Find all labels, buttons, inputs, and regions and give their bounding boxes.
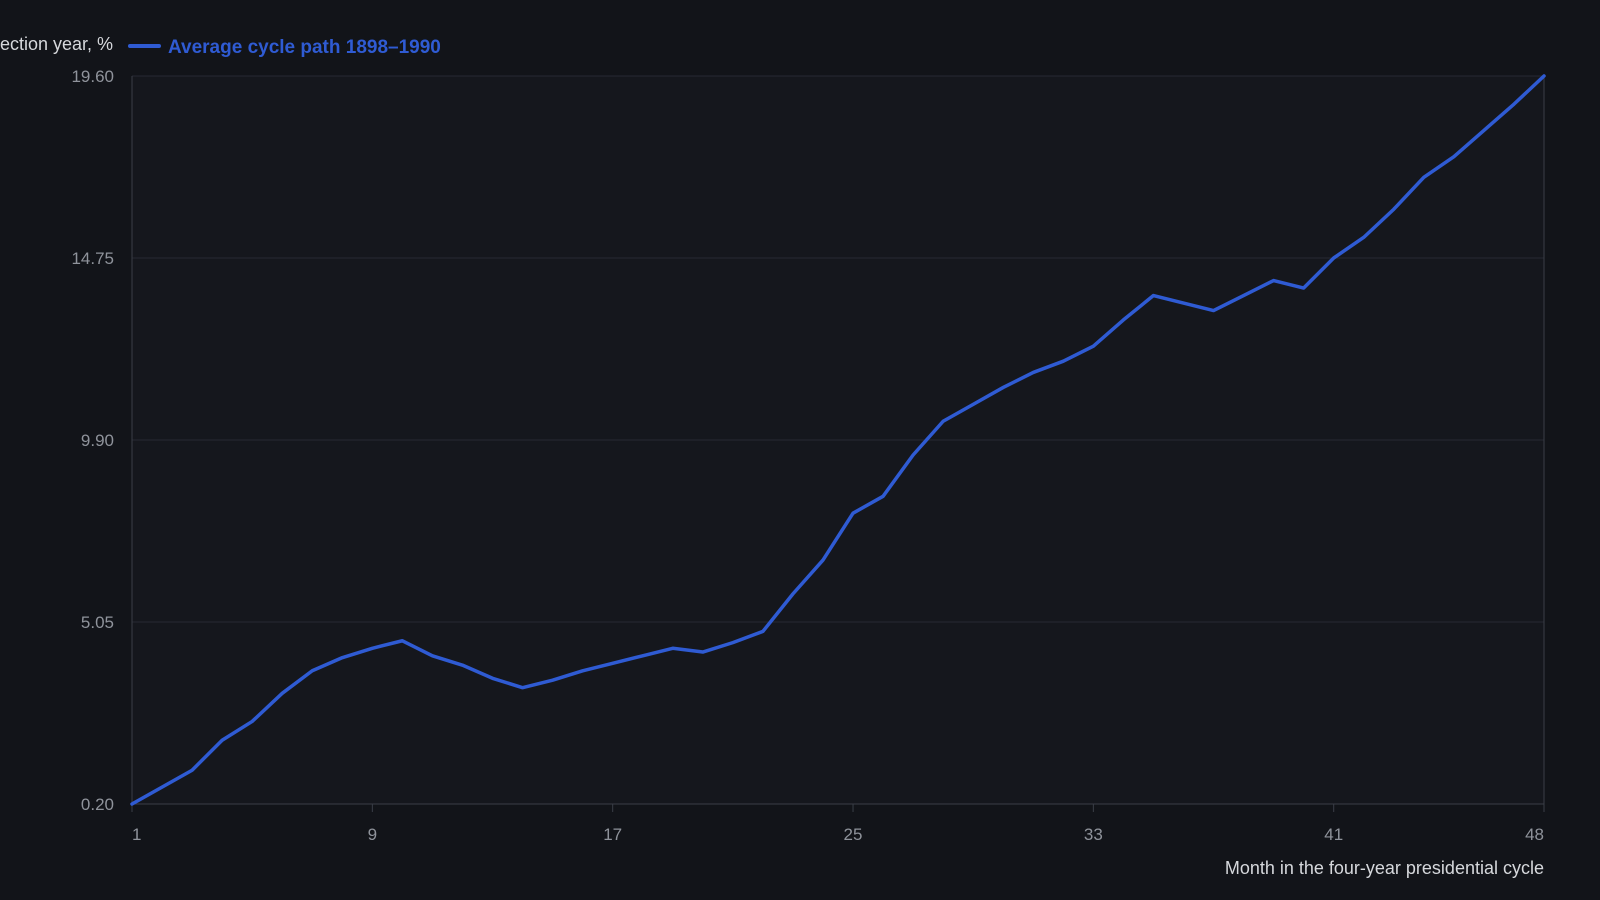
x-tick-label-2: 17 <box>603 825 622 844</box>
y-axis-label: ection year, % <box>0 34 113 54</box>
y-tick-label-4: 19.60 <box>71 67 114 86</box>
y-tick-label-2: 9.90 <box>81 431 114 450</box>
x-tick-label-0: 1 <box>132 825 141 844</box>
x-tick-label-4: 33 <box>1084 825 1103 844</box>
y-tick-label-3: 14.75 <box>71 249 114 268</box>
y-tick-label-1: 5.05 <box>81 613 114 632</box>
legend[interactable]: ection year, % Average cycle path 1898–1… <box>0 34 441 58</box>
x-tick-label-3: 25 <box>844 825 863 844</box>
legend-label-average-cycle-path: Average cycle path 1898–1990 <box>168 37 441 58</box>
series-line-average-cycle-path[interactable] <box>130 74 1546 806</box>
x-axis-ticks: 1 9 17 25 33 41 48 <box>131 804 1545 844</box>
x-tick-label-6: 48 <box>1525 825 1544 844</box>
x-axis-label: Month in the four-year presidential cycl… <box>1225 858 1544 878</box>
x-tick-label-5: 41 <box>1324 825 1343 844</box>
series-layer <box>130 74 1546 806</box>
axes <box>131 76 1545 805</box>
x-tick-label-1: 9 <box>368 825 377 844</box>
y-tick-label-0: 0.20 <box>81 795 114 814</box>
y-axis-ticks: 0.20 5.05 9.90 14.75 19.60 <box>71 67 114 814</box>
